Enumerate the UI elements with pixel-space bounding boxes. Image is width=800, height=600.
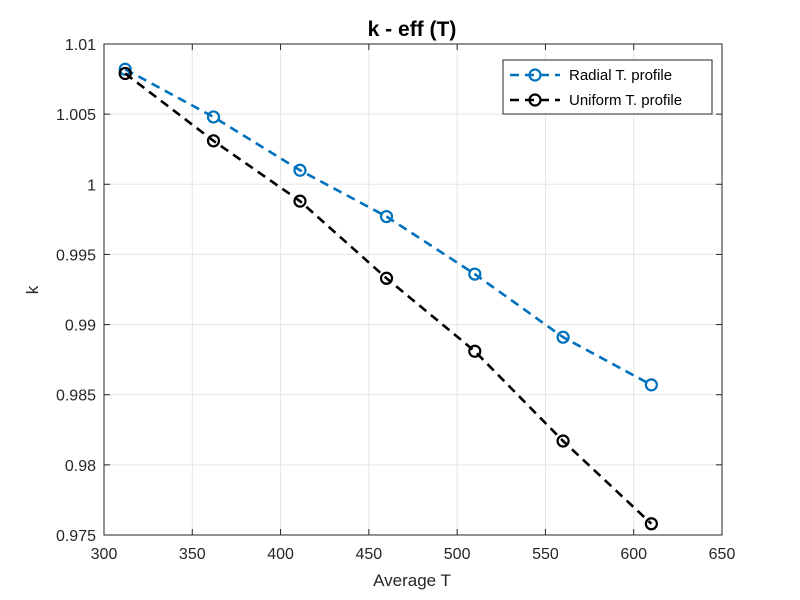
- y-tick-label: 1.005: [56, 107, 96, 124]
- data-point: [644, 517, 658, 531]
- x-tick-label: 600: [620, 546, 647, 563]
- y-tick-label: 0.99: [65, 318, 96, 335]
- data-point: [379, 209, 394, 224]
- x-tick-label: 450: [356, 546, 383, 563]
- data-point: [118, 66, 132, 81]
- labels-layer: k - eff (T) Average T k: [23, 18, 456, 590]
- data-point: [468, 267, 482, 281]
- data-point: [206, 110, 221, 124]
- data-point: [644, 378, 658, 392]
- legend: Radial T. profile Uniform T. profile: [502, 59, 713, 115]
- y-axis-label: k: [23, 285, 42, 294]
- grid-layer: [104, 44, 722, 535]
- data-point: [293, 194, 307, 208]
- x-tick-label: 400: [267, 546, 294, 563]
- data-point: [293, 163, 307, 177]
- x-tick-label: 650: [709, 546, 736, 563]
- legend-marker: [528, 68, 542, 82]
- y-tick-label: 1.01: [65, 37, 96, 54]
- y-tick-label: 1: [87, 177, 96, 194]
- y-tick-label: 0.975: [56, 528, 96, 545]
- series-line: [124, 68, 652, 387]
- y-tick-label: 0.98: [65, 458, 96, 475]
- data-point: [468, 344, 482, 358]
- plot-area: [104, 44, 722, 535]
- data-point: [379, 271, 394, 285]
- series-line: [124, 72, 653, 525]
- y-tick-label: 0.985: [56, 388, 96, 405]
- x-tick-label: 350: [179, 546, 206, 563]
- x-tick-label: 550: [532, 546, 559, 563]
- legend-marker: [528, 93, 542, 107]
- axes-layer: 300 350 400 450 500 550 600 650 0.975 0.98 0.985 0.…: [56, 37, 735, 563]
- axes-box: [103, 43, 723, 536]
- y-tick-label: 0.995: [56, 247, 96, 264]
- data-point: [206, 134, 221, 148]
- legend-label: Uniform T. profile: [569, 92, 682, 109]
- data-point: [556, 434, 570, 448]
- chart-title: k - eff (T): [368, 18, 457, 41]
- series-layer: [118, 62, 658, 531]
- series-1: [118, 66, 658, 531]
- data-point: [556, 330, 570, 344]
- legend-label: Radial T. profile: [569, 67, 672, 84]
- x-axis-label: Average T: [373, 571, 451, 590]
- x-tick-label: 500: [444, 546, 471, 563]
- x-tick-label: 300: [91, 546, 118, 563]
